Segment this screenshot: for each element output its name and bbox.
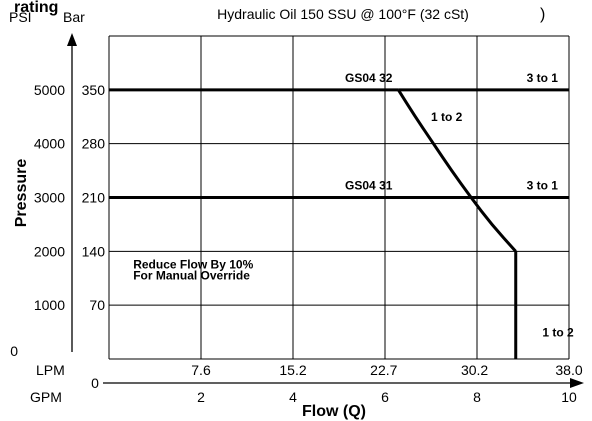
axes: [67, 33, 584, 388]
annotations: GS04 32 3 to 1 1 to 2 GS04 31 3 to 1 1 to 2 Re…: [133, 71, 574, 340]
lpm-tick-label: 15.2: [279, 362, 306, 378]
psi-tick-label: 0: [10, 343, 18, 359]
annotation-label: 1 to 2: [542, 325, 574, 339]
annotation-label: For Manual Override: [133, 268, 250, 282]
psi-tick-label: 1000: [34, 297, 65, 313]
annotation-label: 3 to 1: [527, 178, 559, 192]
bar-tick-label: 210: [82, 190, 106, 206]
annotation-label: 1 to 2: [431, 110, 463, 124]
gpm-tick-label: 6: [381, 389, 389, 405]
psi-tick-label: 4000: [34, 136, 65, 152]
psi-tick-label: 5000: [34, 82, 65, 98]
lpm-tick-label: 22.7: [370, 362, 397, 378]
lpm-tick-label: 7.6: [191, 362, 211, 378]
series-lines: [109, 88, 569, 359]
gpm-tick-label: 10: [561, 389, 577, 405]
lpm-tick-label: 38.0: [555, 362, 582, 378]
title-prefix: rating: [14, 0, 58, 16]
x-axis-label: Flow (Q): [302, 403, 366, 420]
psi-tick-label: 2000: [34, 243, 65, 259]
annotation-label: GS04 31: [345, 178, 393, 192]
bar-tick-label: 350: [82, 82, 106, 98]
gpm-tick-label: 4: [289, 389, 297, 405]
gpm-axis-label: GPM: [30, 389, 62, 405]
gpm-tick-label: 2: [197, 389, 205, 405]
y-axis-label: Pressure: [13, 159, 30, 228]
annotation-label: Reduce Flow By 10%: [133, 258, 253, 272]
bar-tick-label: 280: [82, 136, 106, 152]
annotation-label: GS04 32: [345, 71, 393, 85]
bar-tick-label: 140: [82, 243, 106, 259]
title-suffix: ): [540, 6, 545, 23]
series-line: [397, 89, 517, 253]
psi-axis-label: PSI: [9, 9, 32, 25]
psi-tick-label: 3000: [34, 190, 65, 206]
chart-title: Hydraulic Oil 150 SSU @ 100°F (32 cSt): [217, 6, 469, 22]
gpm-tick-label: 0: [91, 375, 99, 391]
bar-tick-label: 70: [89, 297, 105, 313]
y-axis-arrow: [67, 33, 77, 46]
x-axis-arrow: [570, 378, 584, 388]
lpm-axis-label: LPM: [36, 362, 65, 378]
gpm-tick-label: 8: [473, 389, 481, 405]
annotation-label: 3 to 1: [527, 71, 559, 85]
bar-axis-label: Bar: [63, 9, 85, 25]
lpm-tick-label: 30.2: [461, 362, 488, 378]
